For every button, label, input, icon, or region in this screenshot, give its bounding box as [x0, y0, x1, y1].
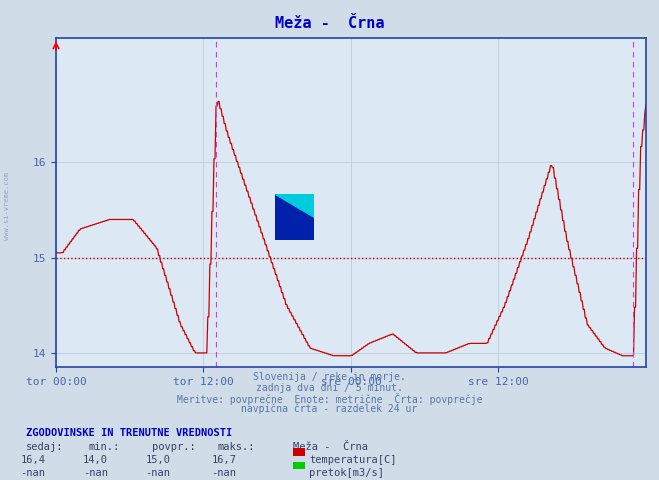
Text: -nan: -nan [20, 468, 45, 479]
Text: min.:: min.: [89, 442, 120, 452]
Text: sedaj:: sedaj: [26, 442, 64, 452]
Text: Slovenija / reke in morje.: Slovenija / reke in morje. [253, 372, 406, 382]
Text: www.si-vreme.com: www.si-vreme.com [3, 172, 10, 240]
Polygon shape [275, 194, 314, 240]
Text: 16,4: 16,4 [20, 455, 45, 465]
Text: 16,7: 16,7 [212, 455, 237, 465]
Text: Meža -  Črna: Meža - Črna [293, 442, 368, 452]
Polygon shape [275, 194, 314, 217]
Text: povpr.:: povpr.: [152, 442, 195, 452]
Text: 15,0: 15,0 [146, 455, 171, 465]
Text: -nan: -nan [212, 468, 237, 479]
Text: -nan: -nan [146, 468, 171, 479]
Text: -nan: -nan [83, 468, 108, 479]
Text: Meža -  Črna: Meža - Črna [275, 16, 384, 31]
Text: maks.:: maks.: [217, 442, 255, 452]
Text: pretok[m3/s]: pretok[m3/s] [309, 468, 384, 479]
Text: navpična črta - razdelek 24 ur: navpična črta - razdelek 24 ur [241, 404, 418, 414]
Text: temperatura[C]: temperatura[C] [309, 455, 397, 465]
Text: ZGODOVINSKE IN TRENUTNE VREDNOSTI: ZGODOVINSKE IN TRENUTNE VREDNOSTI [26, 428, 233, 438]
Text: zadnja dva dni / 5 minut.: zadnja dva dni / 5 minut. [256, 383, 403, 393]
Text: 14,0: 14,0 [83, 455, 108, 465]
Text: Meritve: povprečne  Enote: metrične  Črta: povprečje: Meritve: povprečne Enote: metrične Črta:… [177, 393, 482, 405]
